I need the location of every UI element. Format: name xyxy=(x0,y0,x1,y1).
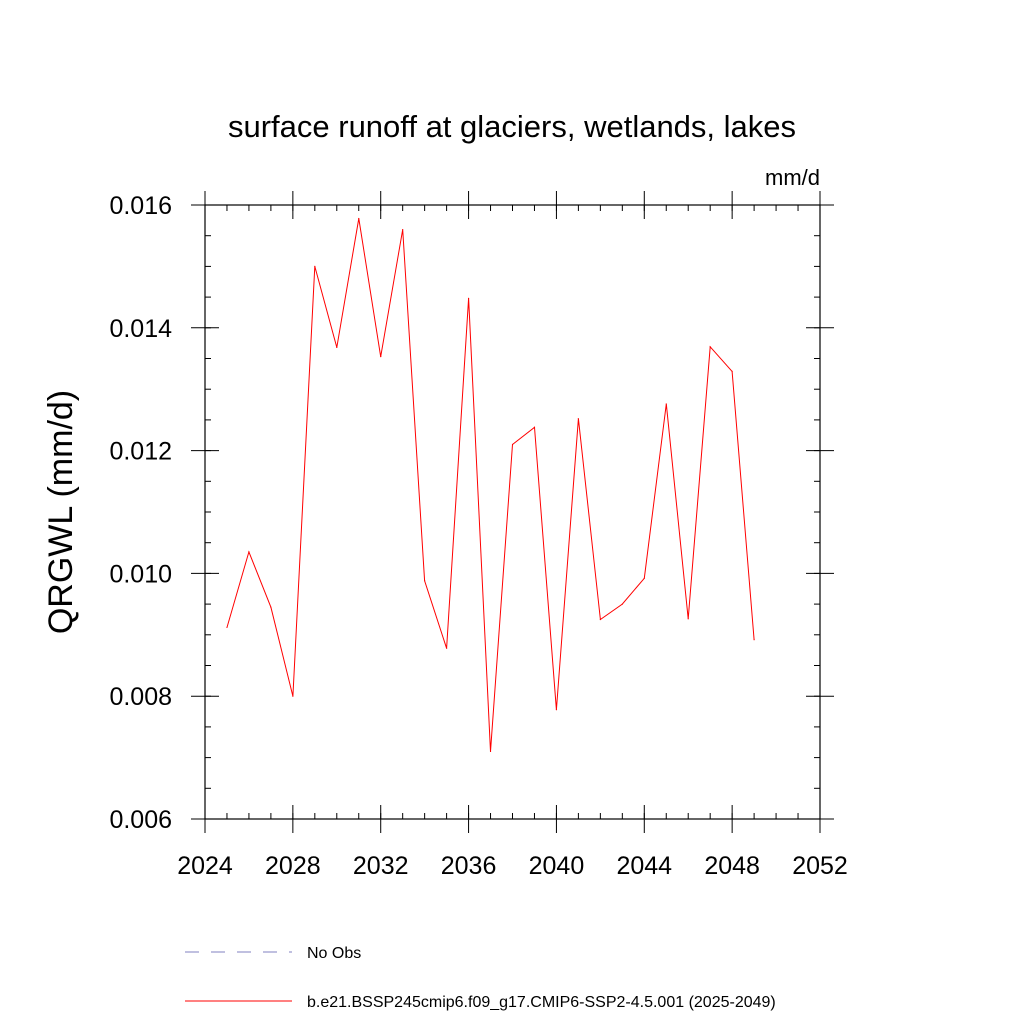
data-point xyxy=(511,443,514,446)
data-point xyxy=(489,750,492,753)
data-point xyxy=(248,551,250,553)
units-label: mm/d xyxy=(765,165,820,190)
data-point xyxy=(402,228,404,231)
series-layer xyxy=(226,217,755,753)
y-tick-label: 0.016 xyxy=(109,192,172,220)
legend-label-no-obs: No Obs xyxy=(307,945,361,962)
data-point xyxy=(226,626,228,629)
y-tick-label: 0.014 xyxy=(109,315,172,343)
data-point xyxy=(687,618,689,620)
x-tick-label: 2040 xyxy=(529,852,585,880)
data-point xyxy=(731,370,733,372)
x-tick-label: 2052 xyxy=(792,852,848,880)
legend-label-series: b.e21.BSSP245cmip6.f09_g17.CMIP6-SSP2-4.… xyxy=(307,994,776,1011)
data-point xyxy=(314,265,316,267)
series-line-0 xyxy=(226,218,755,752)
chart-title: surface runoff at glaciers, wetlands, la… xyxy=(228,109,796,144)
x-tick-label: 2044 xyxy=(616,852,672,880)
data-point xyxy=(577,418,579,420)
data-point xyxy=(336,346,338,349)
plot-frame xyxy=(204,204,821,820)
data-point xyxy=(270,606,272,608)
data-point xyxy=(380,356,382,358)
x-tick-label: 2024 xyxy=(177,852,233,880)
y-axis-label: QRGWL (mm/d) xyxy=(42,390,80,634)
x-tick-label: 2036 xyxy=(441,852,497,880)
data-point xyxy=(665,403,667,405)
axis-ticks: 2024 2028 2032 2036 2040 2044 2048 2052 0.006 0.0… xyxy=(109,191,848,880)
y-tick-label: 0.012 xyxy=(109,438,172,466)
data-point xyxy=(753,639,755,641)
data-point xyxy=(555,709,558,711)
data-point xyxy=(533,426,536,428)
y-tick-label: 0.006 xyxy=(109,806,172,834)
y-tick-label: 0.008 xyxy=(109,683,172,711)
data-point xyxy=(709,346,711,348)
data-point xyxy=(358,217,360,220)
data-point xyxy=(467,297,470,299)
legend: No Obs b.e21.BSSP245cmip6.f09_g17.CMIP6-… xyxy=(185,945,776,1011)
x-tick-label: 2028 xyxy=(265,852,321,880)
x-tick-label: 2048 xyxy=(704,852,760,880)
data-point xyxy=(292,695,294,697)
data-point xyxy=(446,647,448,649)
data-point xyxy=(599,618,601,621)
x-tick-label: 2032 xyxy=(353,852,409,880)
data-point xyxy=(643,577,645,579)
data-point xyxy=(424,580,426,582)
y-tick-label: 0.010 xyxy=(109,560,172,588)
data-point xyxy=(621,603,623,605)
